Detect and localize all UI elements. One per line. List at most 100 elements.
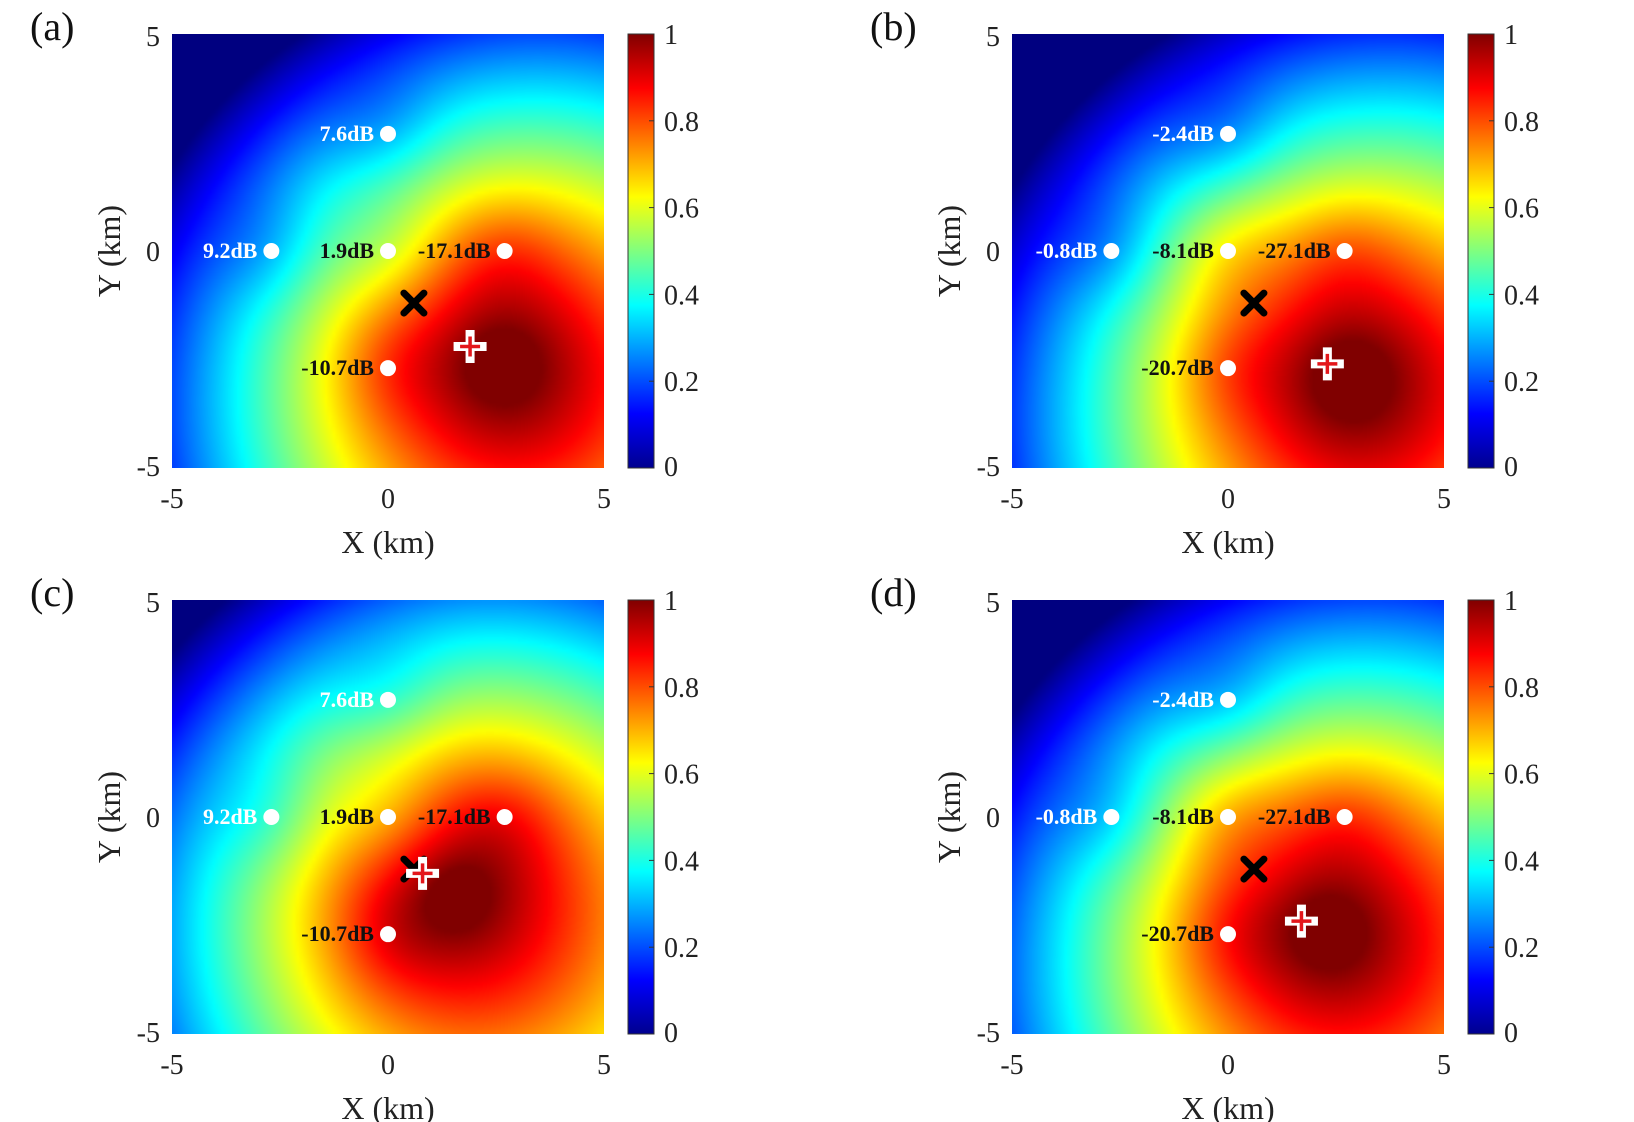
estimated-source-marker: [406, 856, 440, 890]
colorbar-tick-label: 0: [1504, 452, 1518, 483]
sensor-marker: [380, 691, 396, 708]
sensor-marker: [496, 243, 513, 259]
colorbar: 0 0.2 0.4 0.6 0.8 1: [1467, 586, 1539, 1049]
y-tick-label: 0: [986, 237, 1000, 268]
y-tick-label: 0: [986, 803, 1000, 834]
x-axis-title: X (km): [1181, 524, 1274, 560]
y-tick-label: 5: [146, 588, 160, 619]
colorbar-gradient: [627, 33, 655, 469]
sensor-label: -20.7dB: [1141, 355, 1214, 380]
x-tick-label: 5: [597, 484, 611, 515]
colorbar-tick-label: 0: [1504, 1018, 1518, 1049]
sensor-label: 1.9dB: [320, 238, 375, 263]
estimated-source-marker: [453, 329, 487, 363]
y-tick-label: -5: [977, 452, 1000, 483]
sensor-marker: [496, 809, 513, 825]
x-tick-label: 5: [1437, 1050, 1451, 1081]
y-axis-title: Y (km): [91, 205, 127, 297]
colorbar-tick-label: 1: [664, 20, 678, 51]
panel: (c) -5 0 5 -5 0 5 X (km) Y (km) 7.6dB 9.2dB 1.9dB -1…: [30, 570, 699, 1122]
sensor-label: 7.6dB: [320, 121, 375, 146]
sensor-marker: [1220, 360, 1236, 377]
estimated-source-marker: [1310, 347, 1344, 381]
colorbar-tick-label: 0.8: [1504, 673, 1539, 704]
colorbar-tick-label: 0.2: [664, 933, 699, 964]
y-tick-label: 0: [146, 803, 160, 834]
sensor-marker: [380, 125, 396, 142]
sensor-marker: [380, 809, 396, 825]
x-axis-title: X (km): [341, 1090, 434, 1122]
y-axis-title: Y (km): [931, 205, 967, 297]
true-source-marker: [1240, 289, 1268, 317]
colorbar-tick-label: 1: [1504, 20, 1518, 51]
x-tick-label: -5: [160, 484, 183, 515]
sensor-label: -8.1dB: [1152, 238, 1214, 263]
sensor-marker: [1336, 243, 1353, 259]
colorbar: 0 0.2 0.4 0.6 0.8 1: [627, 20, 699, 483]
y-tick-label: -5: [137, 1018, 160, 1049]
colorbar-tick-label: 0.2: [1504, 933, 1539, 964]
colorbar-tick-label: 0.6: [1504, 194, 1539, 225]
x-tick-label: 0: [381, 1050, 395, 1081]
colorbar: 0 0.2 0.4 0.6 0.8 1: [627, 586, 699, 1049]
colorbar-tick-label: 0.8: [1504, 107, 1539, 138]
colorbar-tick-label: 0.6: [664, 760, 699, 791]
sensor-marker: [1220, 243, 1236, 259]
x-axis-title: X (km): [341, 524, 434, 560]
sensor-marker: [263, 809, 280, 825]
colorbar-tick-label: 0.6: [664, 194, 699, 225]
x-tick-label: 0: [1221, 1050, 1235, 1081]
sensor-label: -27.1dB: [1258, 804, 1331, 829]
panel: (d) -5 0 5 -5 0 5 X (km) Y (km) -2.4dB -0.8dB -8.1d…: [870, 570, 1539, 1122]
sensor-label: -20.7dB: [1141, 921, 1214, 946]
sensor-marker: [263, 243, 280, 259]
x-tick-label: -5: [1000, 484, 1023, 515]
colorbar-tick-label: 1: [1504, 586, 1518, 617]
sensor-marker: [380, 360, 396, 377]
colorbar-tick-label: 0.2: [1504, 367, 1539, 398]
colorbar-gradient: [1467, 33, 1495, 469]
sensor-label: -27.1dB: [1258, 238, 1331, 263]
true-source-marker: [1240, 855, 1268, 883]
panel-label: (b): [870, 4, 917, 49]
sensor-label: 7.6dB: [320, 687, 375, 712]
sensor-label: -17.1dB: [418, 804, 491, 829]
panel: (b) -5 0 5 -5 0 5 X (km) Y (km) -2.4dB -0.8dB -8.1d…: [870, 4, 1539, 560]
sensor-label: -17.1dB: [418, 238, 491, 263]
x-axis-title: X (km): [1181, 1090, 1274, 1122]
panel-label: (c): [30, 570, 74, 615]
sensor-label: -0.8dB: [1036, 238, 1098, 263]
colorbar-gradient: [1467, 599, 1495, 1035]
sensor-marker: [1220, 125, 1236, 142]
x-tick-label: 0: [1221, 484, 1235, 515]
colorbar-tick-label: 0.8: [664, 673, 699, 704]
sensor-label: -10.7dB: [301, 355, 374, 380]
colorbar-tick-label: 0.6: [1504, 760, 1539, 791]
colorbar-tick-label: 0.4: [664, 846, 699, 877]
y-tick-label: 5: [146, 22, 160, 53]
colorbar-tick-label: 0: [664, 1018, 678, 1049]
sensor-marker: [380, 926, 396, 943]
colorbar-gradient: [627, 599, 655, 1035]
sensor-marker: [1220, 926, 1236, 943]
colorbar-tick-label: 0: [664, 452, 678, 483]
sensor-marker: [1103, 809, 1120, 825]
sensor-marker: [1103, 243, 1120, 259]
y-tick-label: 5: [986, 22, 1000, 53]
colorbar-tick-label: 0.8: [664, 107, 699, 138]
y-tick-label: -5: [137, 452, 160, 483]
sensor-label: 9.2dB: [203, 238, 258, 263]
colorbar: 0 0.2 0.4 0.6 0.8 1: [1467, 20, 1539, 483]
panel-label: (d): [870, 570, 917, 615]
y-axis-title: Y (km): [931, 771, 967, 863]
x-tick-label: -5: [160, 1050, 183, 1081]
sensor-marker: [1220, 691, 1236, 708]
sensor-label: -10.7dB: [301, 921, 374, 946]
y-tick-label: -5: [977, 1018, 1000, 1049]
sensor-label: 1.9dB: [320, 804, 375, 829]
panel: (a) -5 0 5 -5 0 5 X (km) Y (km) 7.6dB 9.2dB 1.9dB -1…: [30, 4, 699, 560]
estimated-source-marker: [1284, 904, 1318, 938]
colorbar-tick-label: 1: [664, 586, 678, 617]
x-tick-label: 5: [597, 1050, 611, 1081]
true-source-marker: [400, 289, 428, 317]
